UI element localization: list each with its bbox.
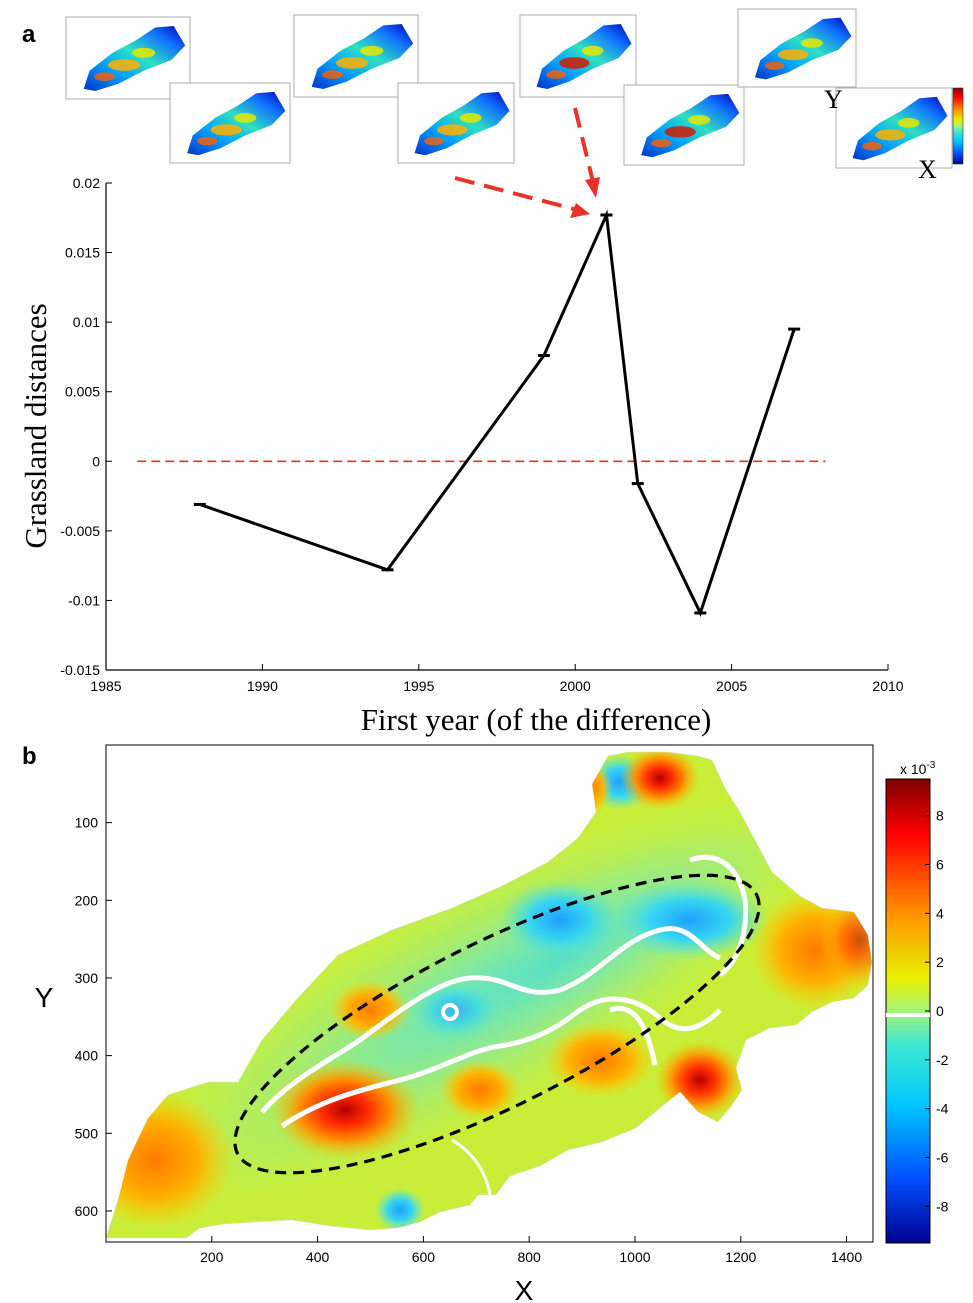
colorbar-tick-label: -8	[936, 1198, 949, 1214]
thumbnail-map	[169, 82, 291, 164]
x-tick-label: 2005	[716, 678, 747, 694]
dashed-ellipse	[233, 873, 761, 1175]
x-tick-label: 1990	[247, 678, 278, 694]
y-tick-label: 0.01	[73, 314, 100, 330]
heatmap-y-tick-label: 600	[75, 1203, 99, 1219]
heatmap-x-tick-label: 200	[200, 1249, 224, 1265]
colorbar-tick-label: 2	[936, 954, 944, 970]
arrow-1-head	[570, 203, 590, 218]
y-tick-label: 0	[92, 453, 100, 469]
y-tick-label: -0.005	[60, 523, 100, 539]
thumbnail-map	[397, 82, 515, 164]
x-tick-label: 1985	[90, 678, 121, 694]
colorbar: 8 6 4 2 0 -2 -4 -6 -8 x 10-3	[885, 760, 949, 1244]
thumbnail-map	[519, 14, 637, 98]
colorbar-multiplier: x 10-3	[900, 760, 936, 777]
heatmap-y-tick-label: 400	[75, 1048, 99, 1064]
mini-colorbar	[952, 87, 964, 165]
panel-a-letter: a	[22, 21, 36, 48]
heatmap-x-tick-label: 800	[517, 1249, 541, 1265]
heatmap-x-tick-label: 1200	[725, 1249, 756, 1265]
heatmap-map	[105, 751, 873, 1239]
x-tick-label: 2010	[872, 678, 903, 694]
colorbar-tick-label: -2	[936, 1052, 949, 1068]
x-axis-label: First year (of the difference)	[361, 702, 712, 737]
heatmap-y-tick-label: 300	[75, 970, 99, 986]
colorbar-tick-label: -4	[936, 1101, 949, 1117]
y-tick-label: -0.01	[68, 592, 100, 608]
heatmap-x-tick-label: 400	[306, 1249, 330, 1265]
colorbar-tick-label: 0	[936, 1003, 944, 1019]
thumbnail-y-letter: Y	[824, 85, 843, 114]
heatmap-axes: 200 400 600 800 1000 1200 1400 100 200 300 400 500 6…	[75, 744, 874, 1265]
colorbar-tick-label: -6	[936, 1150, 949, 1166]
y-tick-label: 0.005	[65, 384, 100, 400]
heatmap-x-tick-label: 1400	[831, 1249, 862, 1265]
colorbar-tick-label: 8	[936, 808, 944, 824]
heatmap-x-tick-label: 600	[412, 1249, 436, 1265]
heatmap-y-tick-label: 500	[75, 1125, 99, 1141]
heatmap-y-label: Y	[35, 982, 54, 1013]
y-axis-label: Grassland distances	[18, 303, 53, 548]
colorbar-tick-label: 6	[936, 856, 944, 872]
heatmap-y-tick-label: 200	[75, 892, 99, 908]
x-tick-label: 2000	[560, 678, 591, 694]
thumbnail-map	[737, 8, 857, 88]
panel-b-letter: b	[22, 743, 37, 770]
thumbnail-x-letter: X	[918, 155, 937, 184]
thumbnail-map	[835, 87, 953, 169]
heatmap-y-tick-label: 100	[75, 815, 99, 831]
thumbnail-map	[65, 16, 191, 100]
colorbar-gradient	[885, 778, 931, 1244]
y-tick-label: 0.015	[65, 245, 100, 261]
x-tick-label: 1995	[403, 678, 434, 694]
arrow-2-head	[585, 177, 600, 198]
series-line	[199, 209, 796, 617]
arrow-1	[454, 176, 575, 211]
annotation-arrows	[454, 107, 600, 218]
arrow-2	[573, 107, 595, 183]
thumbnail-maps	[65, 8, 953, 169]
y-tick-label: 0.02	[73, 175, 100, 191]
line-chart: 1985 1990 1995 2000 2005 2010 -0.015 -0.01 -0.00…	[60, 175, 903, 694]
thumbnail-map	[293, 14, 419, 98]
y-tick-label: -0.015	[60, 662, 100, 678]
thumbnail-map	[623, 84, 745, 166]
colorbar-tick-label: 4	[936, 905, 944, 921]
heatmap-x-tick-label: 1000	[619, 1249, 650, 1265]
heatmap-x-label: X	[515, 1275, 534, 1303]
